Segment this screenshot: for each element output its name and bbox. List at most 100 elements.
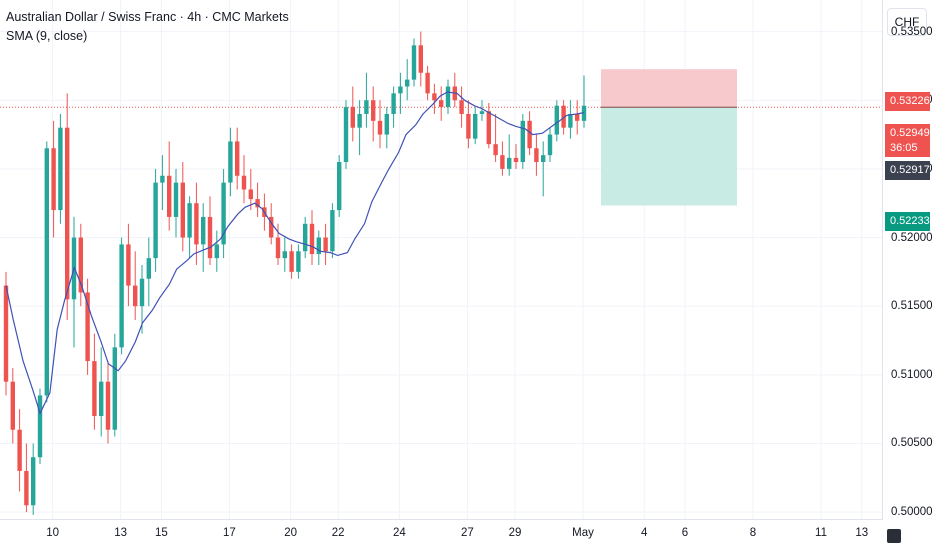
symbol-title[interactable]: Australian Dollar / Swiss Franc · 4h · C… <box>6 10 289 24</box>
candle-body <box>439 100 444 108</box>
candle-body <box>445 86 451 108</box>
candle-body <box>296 251 301 272</box>
candle-body <box>479 111 485 114</box>
price-tick-label: 0.53500 <box>891 25 932 38</box>
candle-body <box>377 120 383 135</box>
candle-body <box>411 45 417 80</box>
candle-body <box>269 216 274 238</box>
price-tick-label: 0.52000 <box>891 231 932 244</box>
candle-body <box>78 237 83 293</box>
candle-body <box>255 199 260 208</box>
candle-body <box>398 86 403 94</box>
time-tick-label: 13 <box>114 527 127 539</box>
candle-body <box>418 45 423 73</box>
candle-body <box>133 285 138 307</box>
candle-body <box>554 105 559 135</box>
last-price-badge: 0.52949 36:05 <box>885 124 930 157</box>
candle-body <box>214 244 219 259</box>
time-tick-label: 4 <box>640 527 648 539</box>
candle-body <box>17 429 22 471</box>
candle-body <box>473 113 478 139</box>
candle-body <box>241 175 247 190</box>
candle-body <box>235 141 240 176</box>
candle-body <box>493 144 498 156</box>
candle-body <box>37 395 43 458</box>
time-tick-label: 15 <box>154 527 168 539</box>
candle-body <box>275 237 281 259</box>
sma-value-badge: 0.52917 <box>885 161 930 180</box>
candle-body <box>3 285 9 382</box>
bar-countdown: 36:05 <box>890 142 918 154</box>
candle-body <box>486 111 491 145</box>
time-tick-label: 8 <box>749 527 757 539</box>
candle-body <box>568 113 573 128</box>
chart-settings-button[interactable] <box>887 529 901 543</box>
candle-body <box>323 237 328 252</box>
candle-body <box>153 182 158 259</box>
target-price-badge: 0.52233 <box>885 212 930 231</box>
chart-plot-area[interactable] <box>0 0 883 520</box>
candle-body <box>99 381 104 417</box>
time-tick-label: 20 <box>284 527 297 539</box>
candle-body <box>221 182 226 245</box>
candle-body <box>337 162 342 211</box>
candle-body <box>575 113 580 121</box>
time-tick-label: 22 <box>331 527 345 539</box>
candle-body <box>507 157 512 169</box>
time-tick-label: 13 <box>855 527 869 539</box>
time-tick-label: 27 <box>460 527 474 539</box>
candle-body <box>92 361 97 417</box>
time-tick-label: 6 <box>681 527 689 539</box>
time-axis-border <box>0 519 883 520</box>
time-tick-label: 24 <box>392 527 406 539</box>
indicator-label[interactable]: SMA (9, close) <box>6 29 88 43</box>
candle-body <box>534 148 539 163</box>
candle-body <box>303 223 308 252</box>
time-tick-label: May <box>572 527 594 539</box>
candle-body <box>371 100 376 121</box>
candle-body <box>105 381 111 430</box>
candle-body <box>160 175 165 183</box>
time-tick-label: 17 <box>222 527 236 539</box>
candle-body <box>527 120 532 149</box>
candle-body <box>289 251 294 272</box>
candle-body <box>547 134 553 156</box>
candle-body <box>126 244 131 286</box>
candle-body <box>201 216 206 245</box>
candle-body <box>309 223 315 255</box>
price-tick-label: 0.50000 <box>891 506 932 519</box>
candle-body <box>180 182 185 238</box>
candle-body <box>44 148 49 396</box>
time-tick-label: 29 <box>508 527 522 539</box>
candle-body <box>561 105 566 128</box>
candle-body <box>581 105 587 121</box>
candle-body <box>541 155 546 163</box>
candle-body <box>194 203 199 245</box>
time-tick-label: 10 <box>46 527 59 539</box>
currency-button[interactable]: CHF <box>887 8 927 36</box>
candle-body <box>500 155 505 169</box>
candle-body <box>513 157 519 163</box>
candle-body <box>391 93 396 114</box>
candle-body <box>24 470 29 506</box>
candle-body <box>187 203 192 238</box>
candle-body <box>350 107 355 128</box>
candle-body <box>119 244 124 348</box>
candle-body <box>112 347 117 430</box>
candle-body <box>357 113 362 128</box>
candle-body <box>58 127 63 211</box>
sma-line <box>5 91 585 415</box>
candle-body <box>330 210 335 252</box>
candle-body <box>207 216 213 259</box>
candle-body <box>405 79 410 87</box>
candle-body <box>146 258 151 279</box>
candle-body <box>173 182 179 217</box>
candle-body <box>31 457 36 506</box>
candle-body <box>432 93 437 101</box>
candle-body <box>384 113 389 135</box>
target-zone <box>601 107 737 206</box>
last-price-value: 0.52949 <box>890 127 930 139</box>
candle-body <box>459 100 464 114</box>
candle-body <box>466 113 471 139</box>
candle-body <box>520 120 525 163</box>
